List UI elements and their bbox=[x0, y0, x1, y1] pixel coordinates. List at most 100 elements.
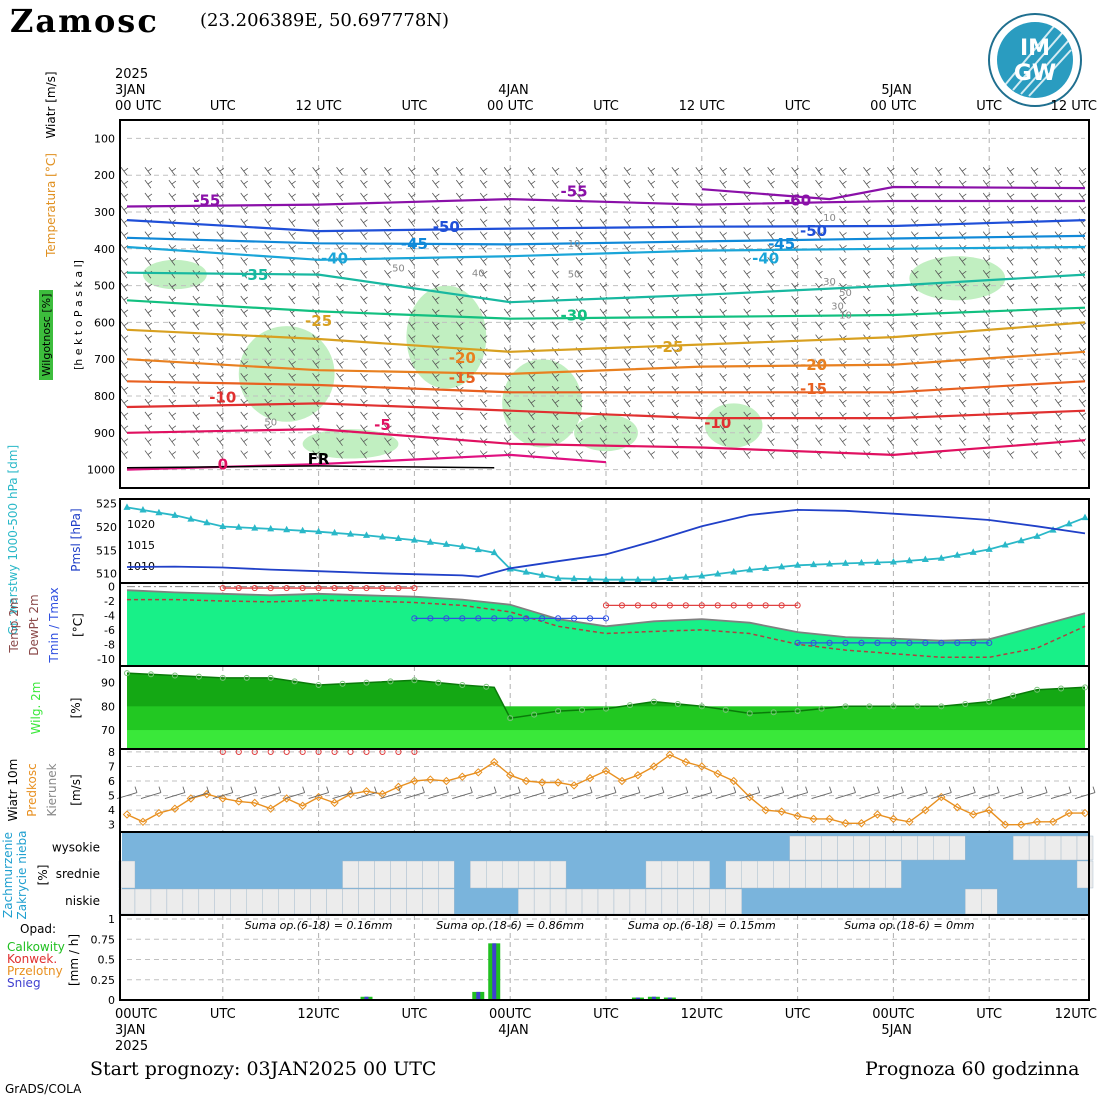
wind-barb bbox=[503, 270, 512, 279]
wind-barb bbox=[719, 398, 727, 408]
day-label-bottom: 5JAN bbox=[881, 1023, 912, 1038]
cloud-cell bbox=[438, 860, 455, 889]
wind-barb bbox=[767, 244, 775, 253]
wind-barb bbox=[1054, 321, 1063, 330]
wind-barb bbox=[647, 231, 656, 240]
wind-speed-point bbox=[761, 805, 770, 815]
thickness-point bbox=[522, 568, 530, 575]
humidity-tick-label: 80 bbox=[101, 700, 115, 713]
wind-barb bbox=[216, 437, 225, 446]
thickness-point bbox=[985, 545, 993, 552]
wind-barb bbox=[767, 270, 775, 279]
tmax-point bbox=[411, 584, 418, 592]
wind-barb bbox=[216, 295, 225, 305]
cloud-cell bbox=[118, 860, 136, 889]
cloud-cell bbox=[677, 860, 695, 889]
wind-barb bbox=[288, 373, 296, 382]
wind-speed-point bbox=[649, 762, 659, 771]
thickness-point bbox=[155, 508, 163, 516]
wind-barb bbox=[168, 257, 177, 266]
wind-barb bbox=[815, 231, 823, 240]
wind-barb bbox=[408, 166, 416, 176]
wind-speed-point bbox=[921, 805, 930, 815]
ylabel-wind10m: Wiatr 10m bbox=[6, 759, 20, 822]
wind-barb bbox=[120, 205, 129, 215]
wind-barb bbox=[479, 308, 488, 318]
wind-barb bbox=[288, 411, 296, 421]
cloud-cell bbox=[549, 860, 567, 889]
humidity-label-bg bbox=[39, 290, 53, 380]
wind-barb bbox=[982, 347, 991, 356]
wind-speed-point bbox=[905, 817, 914, 827]
cloud-cell bbox=[406, 888, 423, 915]
wind-barb bbox=[575, 179, 584, 189]
wind-barb bbox=[1030, 424, 1039, 434]
wind-barb bbox=[719, 179, 727, 189]
logo-text-1: IM bbox=[1020, 36, 1050, 61]
wind-barb bbox=[288, 192, 296, 202]
wind-barb bbox=[1006, 385, 1015, 395]
wind-barb bbox=[911, 270, 919, 279]
wind-barb bbox=[264, 179, 272, 189]
wind-barb bbox=[144, 257, 153, 266]
thickness-point bbox=[810, 560, 818, 568]
wind-barb bbox=[551, 166, 560, 176]
precip-bar-snow bbox=[492, 943, 497, 1000]
pmsl-tick-label: 1015 bbox=[127, 539, 155, 552]
wind-barb bbox=[934, 424, 943, 434]
wind-barb bbox=[575, 308, 584, 318]
isotherm-label: -40 bbox=[321, 250, 348, 268]
wind-barb bbox=[551, 257, 560, 266]
wind-barb bbox=[719, 282, 727, 292]
wind-barb bbox=[767, 321, 775, 330]
time-label-top: UTC bbox=[593, 99, 619, 114]
isotherm-label: -55 bbox=[561, 183, 588, 201]
wind-barb bbox=[647, 166, 656, 176]
humidity-point bbox=[626, 702, 633, 709]
thickness-point bbox=[730, 567, 738, 575]
wind-barb bbox=[958, 192, 967, 202]
humidity-point bbox=[914, 703, 921, 710]
wind-barb bbox=[384, 360, 392, 369]
wind-barb bbox=[432, 347, 440, 356]
wind-barb bbox=[1078, 295, 1087, 305]
wind-direction-barb bbox=[619, 786, 641, 800]
wind-barb bbox=[982, 373, 991, 382]
wind-barb bbox=[815, 398, 823, 408]
isotherm-label: -20 bbox=[800, 356, 827, 374]
wind-barb bbox=[216, 166, 225, 176]
thickness-point bbox=[842, 559, 849, 566]
pmsl-tick-label: 1020 bbox=[127, 518, 155, 531]
wind-barb bbox=[1054, 360, 1063, 369]
wind-barb bbox=[934, 295, 943, 305]
humidity-shade bbox=[406, 285, 487, 389]
wind-barb bbox=[216, 334, 225, 343]
wind-barb bbox=[312, 218, 320, 227]
wind-barb bbox=[312, 373, 320, 382]
wind-barb bbox=[120, 166, 129, 176]
time-label-top: 00 UTC bbox=[487, 99, 533, 114]
wind-direction-barb bbox=[571, 786, 593, 800]
wind-barb bbox=[1078, 192, 1087, 202]
wind-barb bbox=[408, 411, 416, 421]
wind-barb bbox=[982, 334, 991, 343]
wind-barb bbox=[719, 308, 727, 318]
wind-speed-point bbox=[841, 819, 850, 828]
wind-speed-point bbox=[426, 775, 435, 784]
cloud-cell bbox=[677, 888, 695, 915]
wind-barb bbox=[743, 373, 751, 382]
wind-speed-point bbox=[729, 776, 738, 786]
wind-barb bbox=[887, 437, 895, 446]
wind-barb bbox=[1006, 360, 1015, 369]
humidity-shade bbox=[302, 429, 399, 459]
wind-barb bbox=[719, 347, 727, 356]
wind-barb bbox=[144, 411, 153, 421]
wind-barb bbox=[743, 270, 751, 279]
humidity-point bbox=[794, 708, 801, 715]
wind-barb bbox=[432, 424, 440, 434]
wind-barb bbox=[1006, 373, 1015, 382]
wind-barb bbox=[312, 244, 320, 253]
cloud-cell bbox=[406, 860, 423, 889]
humidity-point bbox=[171, 672, 178, 679]
thickness-point bbox=[123, 503, 131, 510]
